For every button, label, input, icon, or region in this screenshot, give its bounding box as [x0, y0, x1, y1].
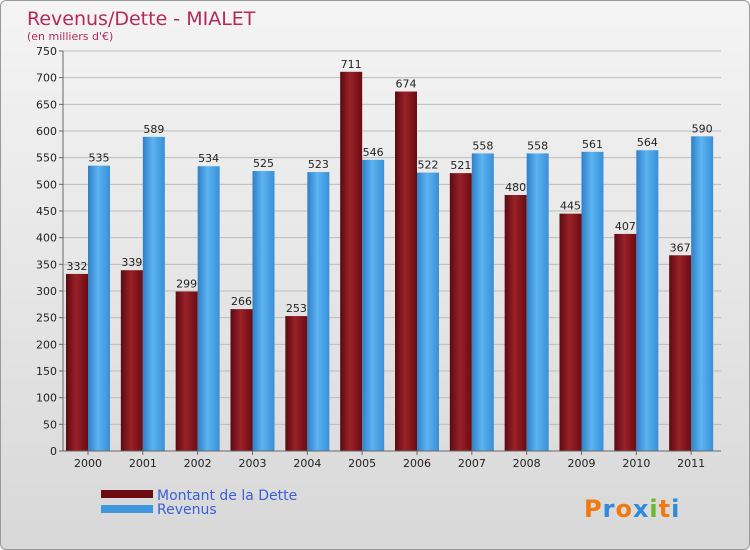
y-tick-label: 50 [43, 418, 57, 431]
y-tick-label: 400 [36, 232, 57, 245]
data-label: 480 [505, 181, 526, 194]
data-label: 534 [198, 152, 219, 165]
data-label: 445 [560, 200, 581, 213]
x-tick-label: 2006 [403, 457, 431, 470]
data-label: 558 [472, 139, 493, 152]
data-label: 674 [396, 78, 417, 91]
y-tick-label: 500 [36, 178, 57, 191]
x-tick-label: 2011 [677, 457, 705, 470]
data-label: 521 [450, 159, 471, 172]
y-tick-label: 200 [36, 338, 57, 351]
legend-label-debt: Montant de la Dette [157, 488, 297, 504]
data-label: 590 [692, 122, 713, 135]
bar-dette [66, 273, 88, 451]
data-label: 266 [231, 295, 252, 308]
legend: Montant de la Dette Revenus [101, 488, 297, 518]
bar-dette [669, 255, 692, 451]
bar-dette [559, 213, 582, 451]
bar-revenus [636, 150, 659, 451]
data-label: 522 [418, 159, 439, 172]
y-tick-label: 700 [36, 72, 57, 85]
y-tick-label: 450 [36, 205, 57, 218]
data-label: 558 [527, 139, 548, 152]
y-tick-label: 550 [36, 152, 57, 165]
bars [66, 71, 714, 452]
y-tick-label: 100 [36, 392, 57, 405]
chart-title: Revenus/Dette - MIALET [27, 8, 256, 30]
x-tick-label: 2007 [458, 457, 486, 470]
bar-dette [285, 316, 308, 451]
y-tick-label: 650 [36, 98, 57, 111]
data-label: 589 [143, 123, 164, 136]
bar-revenus [471, 153, 494, 451]
grid [63, 50, 721, 452]
y-tick-label: 350 [36, 258, 57, 271]
data-label: 546 [363, 146, 384, 159]
x-tick-label: 2008 [513, 457, 541, 470]
data-labels: 332 535 339 589 299 534 266 525 253 523 711 546 674 5… [67, 58, 713, 315]
legend-swatch-debt [101, 490, 153, 498]
x-tick-label: 2009 [568, 457, 596, 470]
bar-revenus [252, 171, 275, 451]
y-tick-label: 250 [36, 312, 57, 325]
legend-label-revenus: Revenus [157, 502, 217, 518]
bar-dette [120, 270, 143, 451]
bar-revenus [88, 165, 110, 451]
data-label: 523 [308, 158, 329, 171]
bar-revenus [417, 172, 439, 451]
y-tick-label: 300 [36, 285, 57, 298]
bar-dette [340, 71, 363, 452]
x-tick-label: 2010 [622, 457, 650, 470]
bar-dette [175, 291, 198, 451]
svg-text:Proxiti: Proxiti [584, 495, 680, 523]
bar-revenus [307, 172, 330, 452]
bar-dette [614, 233, 637, 451]
x-tick-label: 2005 [348, 457, 376, 470]
y-axis-ticks: 0 50 100 150 200 250 300 350 400 450 500 550 600 650 7… [36, 45, 63, 458]
bar-revenus [142, 136, 165, 451]
proxiti-logo: Proxiti [584, 495, 680, 523]
y-tick-label: 750 [36, 45, 57, 58]
data-label: 711 [341, 58, 362, 71]
bar-revenus [526, 153, 549, 451]
x-tick-label: 2003 [239, 457, 267, 470]
x-axis-ticks: 2000 2001 2002 2003 2004 2005 2006 2007 2008 2009… [74, 451, 705, 470]
bar-dette [504, 195, 527, 451]
data-label: 367 [670, 241, 691, 254]
data-label: 564 [637, 136, 658, 149]
x-tick-label: 2001 [129, 457, 157, 470]
data-label: 535 [89, 152, 110, 165]
y-tick-label: 600 [36, 125, 57, 138]
chart-subtitle: (en milliers d'€) [27, 30, 113, 43]
x-tick-label: 2004 [293, 457, 321, 470]
data-label: 339 [121, 256, 142, 269]
data-label: 561 [582, 138, 603, 151]
bar-dette [449, 173, 472, 451]
data-label: 253 [286, 302, 307, 315]
data-label: 332 [67, 260, 88, 273]
x-tick-label: 2002 [184, 457, 212, 470]
y-tick-label: 150 [36, 365, 57, 378]
legend-swatch-revenus [101, 505, 153, 513]
data-label: 525 [253, 157, 274, 170]
bar-revenus [362, 159, 385, 452]
bar-revenus [691, 136, 714, 452]
y-tick-label: 0 [50, 445, 57, 458]
bar-dette [395, 91, 417, 452]
x-tick-label: 2000 [74, 457, 102, 470]
data-label: 299 [176, 278, 197, 291]
bar-revenus [581, 151, 604, 452]
data-label: 407 [615, 220, 636, 233]
bar-dette [230, 309, 253, 451]
bar-revenus [197, 166, 220, 451]
